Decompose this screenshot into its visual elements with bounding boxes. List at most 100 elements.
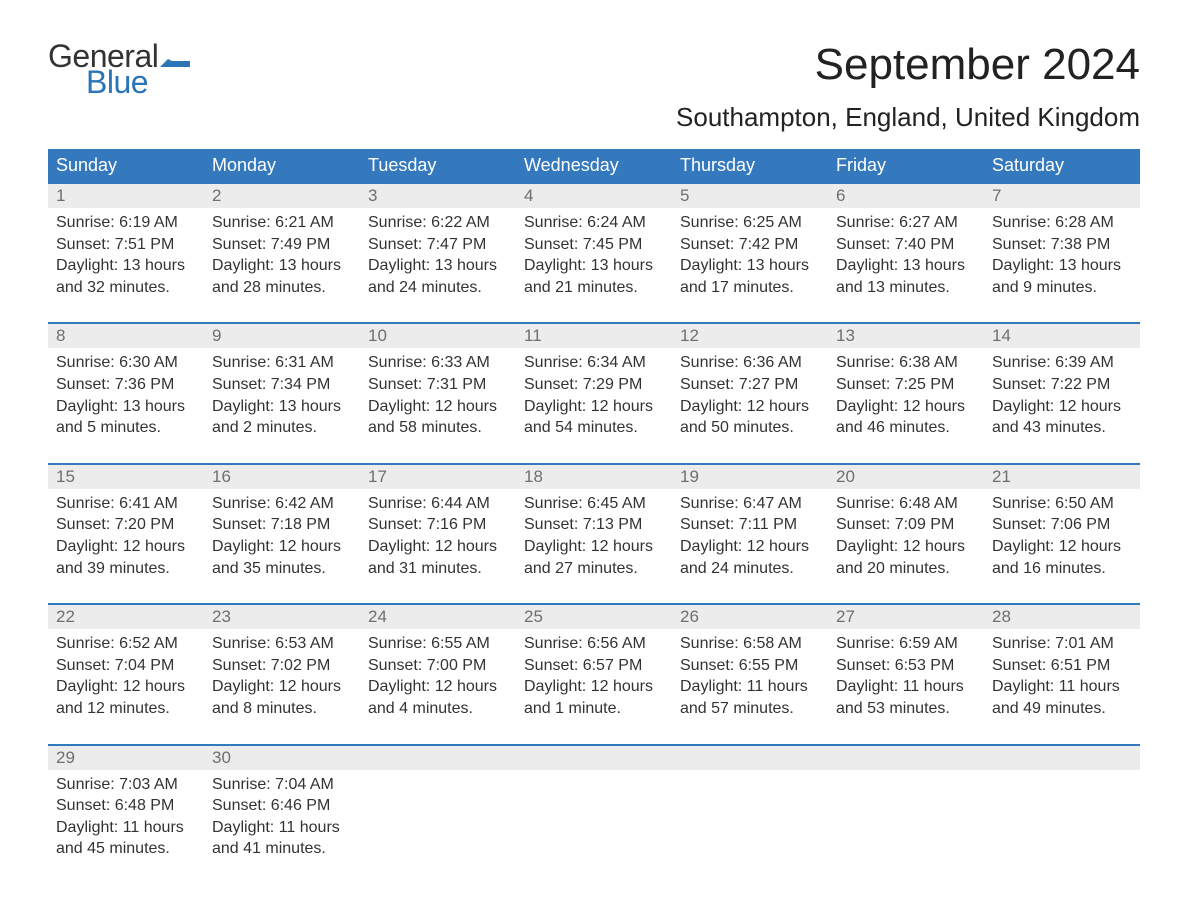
- sunset-text: Sunset: 6:46 PM: [212, 795, 352, 817]
- sunrise-text: Sunrise: 7:04 AM: [212, 774, 352, 796]
- sunset-text: Sunset: 7:13 PM: [524, 514, 664, 536]
- day-cell: [828, 770, 984, 860]
- week-content-row: Sunrise: 6:30 AMSunset: 7:36 PMDaylight:…: [48, 348, 1140, 438]
- sunrise-text: Sunrise: 6:24 AM: [524, 212, 664, 234]
- sunrise-text: Sunrise: 6:50 AM: [992, 493, 1132, 515]
- logo-flag-icon: [160, 49, 190, 67]
- daylight-text: Daylight: 13 hours and 21 minutes.: [524, 255, 664, 298]
- day-cell: Sunrise: 6:25 AMSunset: 7:42 PMDaylight:…: [672, 208, 828, 298]
- sunset-text: Sunset: 6:48 PM: [56, 795, 196, 817]
- daylight-text: Daylight: 13 hours and 17 minutes.: [680, 255, 820, 298]
- day-cell: Sunrise: 6:39 AMSunset: 7:22 PMDaylight:…: [984, 348, 1140, 438]
- sunset-text: Sunset: 7:11 PM: [680, 514, 820, 536]
- sunrise-text: Sunrise: 6:28 AM: [992, 212, 1132, 234]
- sunset-text: Sunset: 7:45 PM: [524, 234, 664, 256]
- daylight-text: Daylight: 12 hours and 8 minutes.: [212, 676, 352, 719]
- day-number: [360, 746, 516, 770]
- day-cell: Sunrise: 6:41 AMSunset: 7:20 PMDaylight:…: [48, 489, 204, 579]
- day-cell: Sunrise: 6:56 AMSunset: 6:57 PMDaylight:…: [516, 629, 672, 719]
- sunrise-text: Sunrise: 7:03 AM: [56, 774, 196, 796]
- day-cell: Sunrise: 6:24 AMSunset: 7:45 PMDaylight:…: [516, 208, 672, 298]
- day-number: 12: [672, 324, 828, 348]
- day-cell: Sunrise: 6:52 AMSunset: 7:04 PMDaylight:…: [48, 629, 204, 719]
- sunrise-text: Sunrise: 6:55 AM: [368, 633, 508, 655]
- daylight-text: Daylight: 12 hours and 1 minute.: [524, 676, 664, 719]
- day-cell: Sunrise: 6:55 AMSunset: 7:00 PMDaylight:…: [360, 629, 516, 719]
- sunset-text: Sunset: 6:53 PM: [836, 655, 976, 677]
- day-cell: Sunrise: 6:38 AMSunset: 7:25 PMDaylight:…: [828, 348, 984, 438]
- sunset-text: Sunset: 7:04 PM: [56, 655, 196, 677]
- sunrise-text: Sunrise: 6:59 AM: [836, 633, 976, 655]
- sunrise-text: Sunrise: 6:56 AM: [524, 633, 664, 655]
- weekday-header-row: Sunday Monday Tuesday Wednesday Thursday…: [48, 149, 1140, 182]
- day-number: 19: [672, 465, 828, 489]
- daylight-text: Daylight: 11 hours and 49 minutes.: [992, 676, 1132, 719]
- calendar: Sunday Monday Tuesday Wednesday Thursday…: [48, 149, 1140, 860]
- day-cell: Sunrise: 6:36 AMSunset: 7:27 PMDaylight:…: [672, 348, 828, 438]
- sunrise-text: Sunrise: 6:30 AM: [56, 352, 196, 374]
- day-number: 14: [984, 324, 1140, 348]
- sunrise-text: Sunrise: 6:31 AM: [212, 352, 352, 374]
- day-cell: Sunrise: 6:48 AMSunset: 7:09 PMDaylight:…: [828, 489, 984, 579]
- daylight-text: Daylight: 13 hours and 32 minutes.: [56, 255, 196, 298]
- sunset-text: Sunset: 7:27 PM: [680, 374, 820, 396]
- page-subtitle: Southampton, England, United Kingdom: [48, 102, 1140, 133]
- day-number: 24: [360, 605, 516, 629]
- sunset-text: Sunset: 6:57 PM: [524, 655, 664, 677]
- day-cell: Sunrise: 7:01 AMSunset: 6:51 PMDaylight:…: [984, 629, 1140, 719]
- day-cell: Sunrise: 6:22 AMSunset: 7:47 PMDaylight:…: [360, 208, 516, 298]
- sunrise-text: Sunrise: 6:34 AM: [524, 352, 664, 374]
- sunset-text: Sunset: 7:49 PM: [212, 234, 352, 256]
- day-cell: [360, 770, 516, 860]
- week-daynum-band: 2930: [48, 744, 1140, 770]
- daylight-text: Daylight: 12 hours and 20 minutes.: [836, 536, 976, 579]
- sunset-text: Sunset: 7:25 PM: [836, 374, 976, 396]
- daylight-text: Daylight: 11 hours and 57 minutes.: [680, 676, 820, 719]
- sunset-text: Sunset: 7:47 PM: [368, 234, 508, 256]
- day-cell: Sunrise: 6:33 AMSunset: 7:31 PMDaylight:…: [360, 348, 516, 438]
- sunset-text: Sunset: 7:00 PM: [368, 655, 508, 677]
- day-cell: [672, 770, 828, 860]
- daylight-text: Daylight: 11 hours and 45 minutes.: [56, 817, 196, 860]
- day-number: 11: [516, 324, 672, 348]
- week-daynum-band: 15161718192021: [48, 463, 1140, 489]
- sunset-text: Sunset: 6:55 PM: [680, 655, 820, 677]
- day-number: 15: [48, 465, 204, 489]
- daylight-text: Daylight: 12 hours and 27 minutes.: [524, 536, 664, 579]
- day-number: 2: [204, 184, 360, 208]
- sunset-text: Sunset: 7:02 PM: [212, 655, 352, 677]
- sunrise-text: Sunrise: 6:25 AM: [680, 212, 820, 234]
- sunrise-text: Sunrise: 6:42 AM: [212, 493, 352, 515]
- sunset-text: Sunset: 7:51 PM: [56, 234, 196, 256]
- day-number: 28: [984, 605, 1140, 629]
- sunset-text: Sunset: 7:09 PM: [836, 514, 976, 536]
- sunset-text: Sunset: 7:29 PM: [524, 374, 664, 396]
- day-cell: Sunrise: 7:04 AMSunset: 6:46 PMDaylight:…: [204, 770, 360, 860]
- sunset-text: Sunset: 7:34 PM: [212, 374, 352, 396]
- day-number: 30: [204, 746, 360, 770]
- sunrise-text: Sunrise: 6:33 AM: [368, 352, 508, 374]
- daylight-text: Daylight: 13 hours and 13 minutes.: [836, 255, 976, 298]
- daylight-text: Daylight: 12 hours and 24 minutes.: [680, 536, 820, 579]
- week-daynum-band: 1234567: [48, 182, 1140, 208]
- day-number: 9: [204, 324, 360, 348]
- day-number: 8: [48, 324, 204, 348]
- sunrise-text: Sunrise: 6:36 AM: [680, 352, 820, 374]
- sunrise-text: Sunrise: 6:21 AM: [212, 212, 352, 234]
- sunrise-text: Sunrise: 6:44 AM: [368, 493, 508, 515]
- daylight-text: Daylight: 12 hours and 43 minutes.: [992, 396, 1132, 439]
- daylight-text: Daylight: 12 hours and 58 minutes.: [368, 396, 508, 439]
- weekday-header: Sunday: [48, 149, 204, 182]
- day-number: 22: [48, 605, 204, 629]
- daylight-text: Daylight: 12 hours and 16 minutes.: [992, 536, 1132, 579]
- day-cell: [984, 770, 1140, 860]
- day-cell: Sunrise: 6:59 AMSunset: 6:53 PMDaylight:…: [828, 629, 984, 719]
- day-cell: Sunrise: 6:19 AMSunset: 7:51 PMDaylight:…: [48, 208, 204, 298]
- sunset-text: Sunset: 7:16 PM: [368, 514, 508, 536]
- weekday-header: Friday: [828, 149, 984, 182]
- day-number: 20: [828, 465, 984, 489]
- daylight-text: Daylight: 13 hours and 24 minutes.: [368, 255, 508, 298]
- weekday-header: Monday: [204, 149, 360, 182]
- sunset-text: Sunset: 7:40 PM: [836, 234, 976, 256]
- day-cell: Sunrise: 6:50 AMSunset: 7:06 PMDaylight:…: [984, 489, 1140, 579]
